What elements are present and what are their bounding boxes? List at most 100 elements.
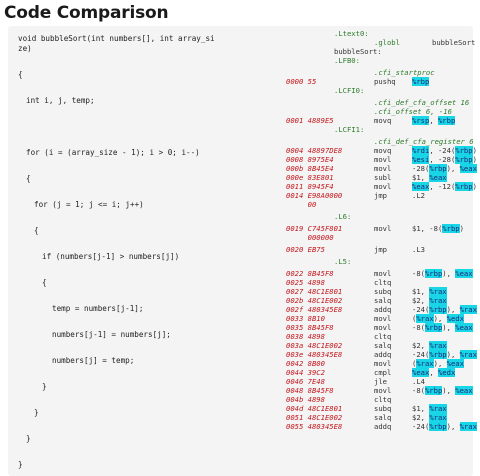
asm-operands: %rbp: [412, 77, 430, 86]
asm-address: 0020 EB75: [286, 245, 325, 254]
operand-text: ),: [446, 164, 460, 173]
asm-opcode: movq: [374, 116, 392, 125]
register-highlight: %rsp: [412, 116, 430, 125]
asm-opcode: movl: [374, 359, 392, 368]
operand-text: ,: [429, 368, 438, 377]
register-highlight: %eax: [446, 359, 464, 368]
asm-operands: $1, %rax: [412, 287, 447, 296]
operand-text: -8(: [412, 386, 425, 395]
asm-operands: %rdi, -24(%rbp): [412, 146, 477, 155]
asm-label: bubbleSort:: [334, 47, 382, 56]
asm-opcode: addq: [374, 350, 392, 359]
asm-address: 0025 4898: [286, 278, 325, 287]
asm-opcode: movl: [374, 224, 392, 233]
register-highlight: %rax: [459, 350, 477, 359]
asm-operands: (%rax), %edx: [412, 314, 464, 323]
register-highlight: %esi: [412, 155, 430, 164]
asm-address: 0055 480345E8: [286, 422, 343, 431]
asm-operands: .L4: [412, 377, 425, 386]
asm-address: 000e 83E801: [286, 173, 334, 182]
asm-opcode: jmp: [374, 191, 387, 200]
operand-text: , -12(: [429, 182, 456, 191]
asm-opcode: cmpl: [374, 368, 392, 377]
operand-text: , -24(: [429, 146, 456, 155]
asm-address: 00: [286, 200, 317, 209]
operand-text: ): [472, 146, 477, 155]
operand-text: (: [412, 359, 417, 368]
source-line: }: [42, 382, 47, 391]
asm-label: .LFB0:: [334, 56, 360, 65]
asm-operands: %rsp, %rbp: [412, 116, 456, 125]
asm-opcode: movl: [374, 164, 392, 173]
asm-address: 0019 C745F801: [286, 224, 343, 233]
source-line: numbers[j] = temp;: [52, 356, 135, 365]
operand-text: -24(: [412, 350, 430, 359]
asm-address: 0014 E98A0000: [286, 191, 343, 200]
operand-text: -8(: [412, 323, 425, 332]
register-highlight: %rax: [429, 413, 447, 422]
operand-text: ),: [442, 323, 456, 332]
register-highlight: %rax: [416, 314, 434, 323]
register-highlight: %rax: [429, 296, 447, 305]
register-highlight: %edx: [437, 368, 456, 377]
asm-opcode: movl: [374, 323, 392, 332]
register-highlight: %rbp: [455, 182, 473, 191]
asm-label: .LCFI1:: [334, 125, 365, 134]
asm-opcode: addq: [374, 305, 392, 314]
operand-text: .L3: [412, 245, 425, 254]
asm-operands: $2, %rax: [412, 341, 447, 350]
asm-operands: %eax, %edx: [412, 368, 456, 377]
register-highlight: %rbp: [429, 305, 447, 314]
asm-operands: -28(%rbp), %eax: [412, 164, 477, 173]
operand-text: ),: [433, 359, 447, 368]
asm-operands: (%rax), %eax: [412, 359, 464, 368]
operand-text: ): [472, 155, 477, 164]
asm-opcode: jle: [374, 377, 387, 386]
asm-operands: $1, %rax: [412, 404, 447, 413]
asm-address: 0044 39C2: [286, 368, 325, 377]
asm-address: 0008 8975E4: [286, 155, 334, 164]
register-highlight: %rbp: [442, 224, 460, 233]
register-highlight: %eax: [412, 368, 430, 377]
operand-text: $2,: [412, 413, 430, 422]
asm-opcode: salq: [374, 296, 392, 305]
operand-text: $1,: [412, 173, 430, 182]
asm-label: .LCFI0:: [334, 86, 365, 95]
register-highlight: %eax: [455, 269, 473, 278]
source-line: }: [34, 408, 39, 417]
asm-operands: -24(%rbp), %rax: [412, 350, 477, 359]
asm-address: 0038 4898: [286, 332, 325, 341]
asm-label: .L6:: [334, 212, 352, 221]
source-line: {: [26, 174, 31, 183]
register-highlight: %rbp: [455, 155, 473, 164]
register-highlight: %rbp: [424, 323, 443, 332]
register-highlight: %rbp: [429, 422, 447, 431]
asm-opcode: addq: [374, 422, 392, 431]
asm-opcode: .globl: [374, 38, 400, 47]
operand-text: ),: [442, 386, 456, 395]
source-line: if (numbers[j-1] > numbers[j]): [42, 252, 180, 261]
register-highlight: %rdi: [412, 146, 430, 155]
operand-text: ),: [446, 422, 460, 431]
asm-label: .L5:: [334, 257, 352, 266]
asm-address: 0033 8B10: [286, 314, 325, 323]
asm-address: 0000 55: [286, 77, 317, 86]
asm-directive: .cfi_def_cfa_register 6: [374, 137, 474, 146]
asm-address: 0046 7E48: [286, 377, 325, 386]
operand-text: ): [459, 224, 464, 233]
asm-opcode: movl: [374, 386, 392, 395]
operand-text: -28(: [412, 164, 430, 173]
source-line: int i, j, temp;: [26, 96, 95, 105]
asm-operands: -24(%rbp), %rax: [412, 305, 477, 314]
asm-address: 0042 8B00: [286, 359, 325, 368]
asm-operands: bubbleSort: [432, 38, 475, 47]
asm-opcode: cltq: [374, 278, 392, 287]
source-line: {: [18, 70, 23, 79]
operand-text: $1, -8(: [412, 224, 443, 233]
source-line: void bubbleSort(int numbers[], int array…: [18, 34, 215, 43]
register-highlight: %rbp: [424, 386, 443, 395]
asm-operands: $2, %rax: [412, 413, 447, 422]
register-highlight: %rbp: [437, 116, 456, 125]
register-highlight: %eax: [429, 173, 447, 182]
register-highlight: %eax: [459, 164, 477, 173]
